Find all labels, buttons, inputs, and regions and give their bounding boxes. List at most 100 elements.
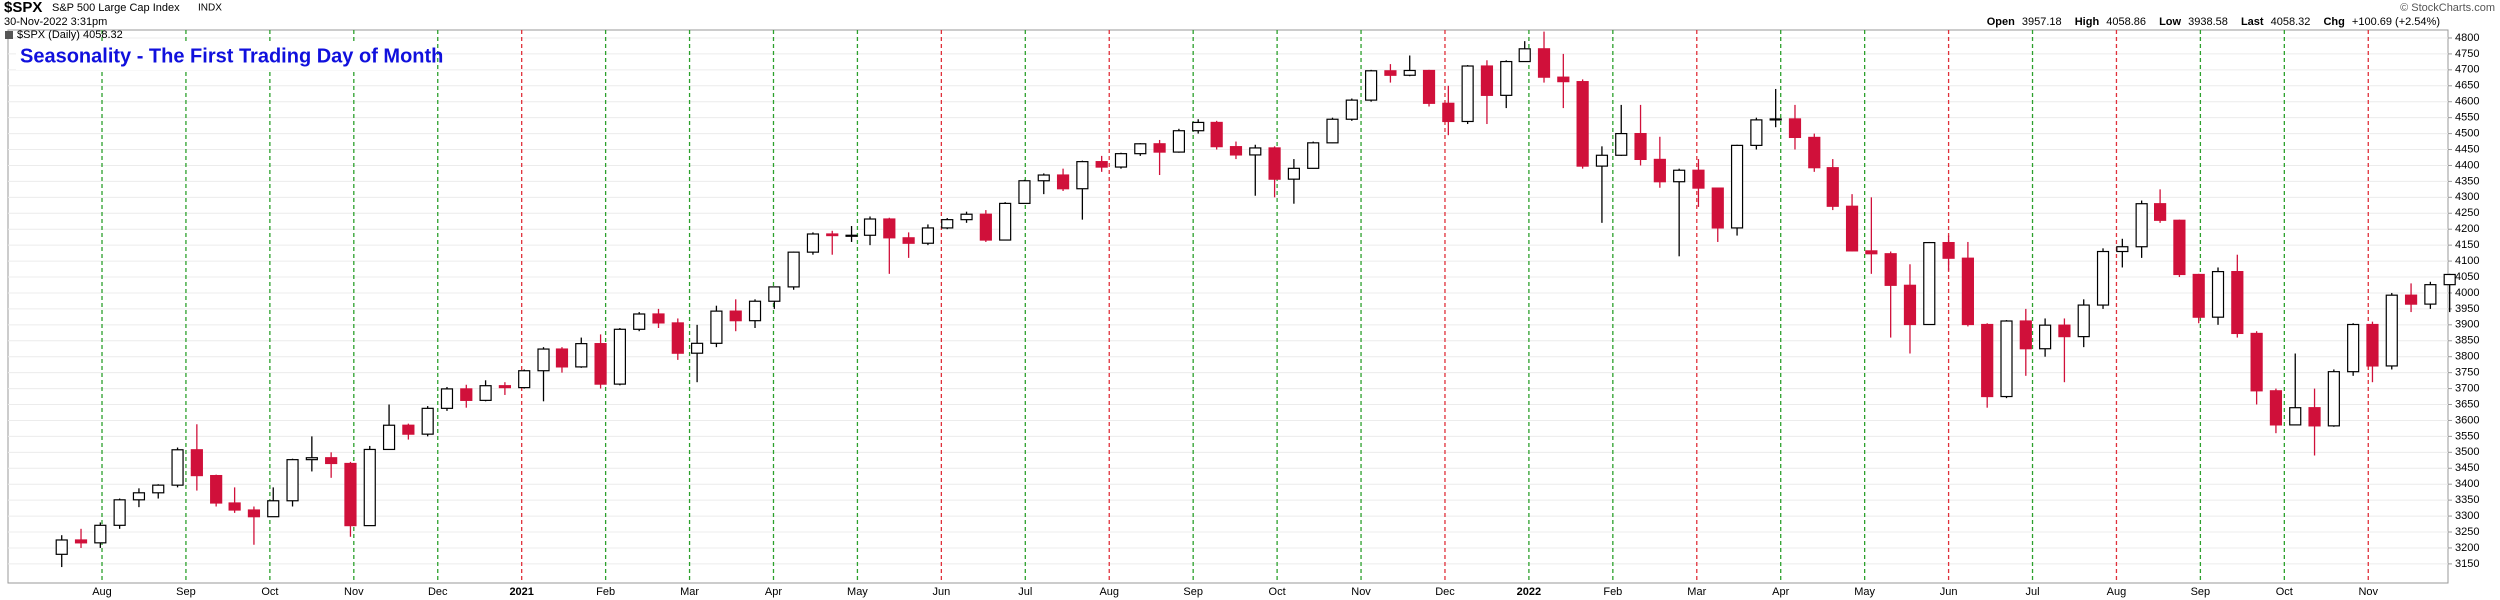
candle-body: [1673, 169, 1686, 183]
y-tick-label: 3250: [2455, 526, 2479, 538]
candle-body: [1615, 132, 1628, 156]
x-tick-label: Aug: [92, 586, 112, 598]
candle-body: [2154, 203, 2167, 221]
y-tick-label: 4000: [2455, 287, 2479, 299]
grid-layer: [8, 30, 2452, 583]
candle-body: [921, 227, 935, 244]
y-tick-label: 3500: [2455, 446, 2479, 458]
quote-value: 4058.86: [2106, 16, 2146, 28]
y-tick-label: 3450: [2455, 462, 2479, 474]
y-tick-label: 4800: [2455, 32, 2479, 44]
exchange: INDX: [198, 3, 222, 14]
candle-body: [1769, 118, 1782, 121]
candle-body: [960, 213, 973, 221]
candle-body: [2443, 273, 2456, 286]
x-tick-label: 2022: [1517, 586, 1541, 598]
candle-body: [2385, 294, 2398, 367]
candle-body: [190, 449, 203, 477]
candle-body: [1480, 65, 1494, 96]
x-tick-label: Oct: [261, 586, 278, 598]
candle-body: [2404, 294, 2418, 305]
candle-body: [999, 202, 1012, 241]
candle-body: [1576, 81, 1589, 167]
x-tick-label: Apr: [765, 586, 782, 598]
candle-body: [1500, 60, 1513, 96]
candle-body: [2250, 332, 2263, 392]
candle-body: [1114, 153, 1128, 168]
candle-body: [1981, 323, 1994, 398]
copyright: © StockCharts.com: [2400, 2, 2495, 14]
candle-body: [1172, 130, 1185, 153]
candle-body: [1845, 205, 1859, 252]
y-tick-label: 4050: [2455, 271, 2479, 283]
y-tick-label: 4400: [2455, 159, 2479, 171]
x-tick-label: Jul: [1018, 586, 1032, 598]
candle-body: [1134, 143, 1147, 155]
candle-body: [344, 462, 357, 527]
candle-body: [2269, 390, 2283, 426]
y-tick-label: 3650: [2455, 398, 2479, 410]
candle-body: [460, 388, 473, 401]
candle-body: [2000, 320, 2013, 398]
candle-body: [883, 218, 896, 239]
candle-body: [440, 388, 454, 409]
candle-body: [171, 449, 184, 486]
candle-body: [286, 459, 299, 502]
quote-value: 4058.32: [2271, 16, 2311, 28]
candle-body: [1923, 241, 1936, 326]
candle-body: [1903, 284, 1917, 326]
y-tick-label: 4250: [2455, 207, 2479, 219]
candle-body: [2308, 407, 2321, 427]
candle-body: [1365, 70, 1378, 101]
x-tick-label: Nov: [1351, 586, 1371, 598]
candle-body: [228, 502, 241, 511]
candle-body: [1384, 70, 1397, 76]
candle-body: [1076, 161, 1089, 190]
candle-body: [498, 385, 511, 389]
candle-body: [1884, 253, 1897, 286]
x-tick-label: May: [1854, 586, 1875, 598]
x-tick-label: Mar: [1687, 586, 1706, 598]
candle-body: [74, 539, 88, 544]
y-tick-label: 4450: [2455, 143, 2479, 155]
candle-body: [1307, 142, 1320, 169]
candle-body: [305, 457, 318, 461]
candle-body: [537, 348, 550, 372]
candle-body: [402, 424, 415, 435]
candle-body: [2289, 407, 2302, 426]
candle-body: [1442, 102, 1455, 123]
candle-body: [152, 484, 165, 494]
quote-value: 3957.18: [2022, 16, 2062, 28]
candle-body: [2327, 371, 2340, 427]
x-tick-label: Aug: [1099, 586, 1119, 598]
candle-body: [729, 310, 742, 322]
x-tick-label: Jun: [1940, 586, 1958, 598]
x-tick-label: 2021: [509, 586, 533, 598]
candle-body: [518, 370, 531, 389]
candle-body: [1595, 154, 1609, 167]
candle-body: [575, 343, 588, 368]
y-tick-label: 3950: [2455, 303, 2479, 315]
candle-body: [247, 509, 261, 518]
timestamp: 30-Nov-2022 3:31pm: [4, 16, 107, 28]
y-tick-label: 3300: [2455, 510, 2479, 522]
candle-body: [652, 313, 665, 324]
candle-body: [1018, 180, 1031, 204]
candle-body: [1461, 65, 1474, 123]
candle-body: [633, 313, 646, 330]
candle-body: [748, 300, 762, 322]
x-tick-label: Sep: [2191, 586, 2211, 598]
candle-body: [1826, 167, 1839, 207]
x-tick-label: Apr: [1772, 586, 1789, 598]
candle-body: [1865, 250, 1878, 255]
y-tick-label: 3150: [2455, 558, 2479, 570]
candle-body: [1268, 147, 1281, 180]
candle-body: [1557, 76, 1570, 83]
symbol: $SPX: [4, 0, 42, 16]
quote-label: Low: [2159, 16, 2181, 28]
y-tick-label: 4350: [2455, 175, 2479, 187]
candle-body: [479, 385, 492, 401]
candle-body: [845, 234, 858, 237]
quote-label: Last: [2241, 16, 2264, 28]
y-tick-label: 4650: [2455, 80, 2479, 92]
